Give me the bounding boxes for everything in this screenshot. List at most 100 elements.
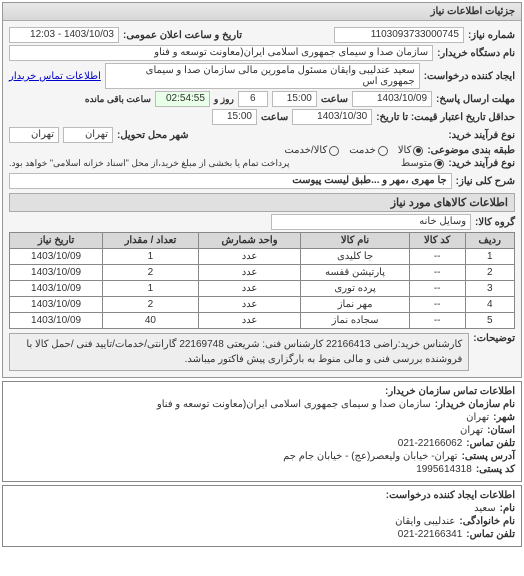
time-label2: ساعت (261, 112, 288, 123)
deadline-label: مهلت ارسال پاسخ: (436, 94, 515, 105)
radio-both[interactable]: کالا/خدمت (284, 145, 339, 156)
city-value: تهران (466, 412, 489, 423)
announce-date: 1403/10/03 - 12:03 (9, 27, 119, 43)
phone-value: 021-22166062 (398, 438, 463, 449)
buyer-name: سازمان صدا و سیمای جمهوری اسلامی ایران(م… (9, 45, 433, 61)
post-value: 1995614318 (416, 464, 472, 475)
table-row: 4--مهر نمازعدد21403/10/09 (10, 297, 515, 313)
payment-note: پرداخت تمام یا بخشی از مبلغ خرید،از محل … (9, 158, 289, 169)
table-cell: 2 (103, 297, 199, 313)
table-cell: عدد (198, 265, 301, 281)
goods-group-label: گروه کالا: (475, 217, 515, 228)
time-label: ساعت (321, 94, 348, 105)
deadline-date: 1403/10/09 (352, 91, 432, 107)
req-family: عندلیبی وایقان (395, 516, 455, 527)
table-cell: -- (409, 265, 465, 281)
radio-khadamat-label: خدمت (349, 145, 376, 156)
table-cell: -- (409, 249, 465, 265)
table-cell: -- (409, 297, 465, 313)
req-name-label: نام: (500, 503, 515, 514)
table-cell: 1 (103, 281, 199, 297)
table-cell: 2 (103, 265, 199, 281)
radio-dot-icon (413, 146, 423, 156)
delivery-city-label: شهر محل تحویل: (117, 130, 189, 141)
table-col: کد کالا (409, 233, 465, 249)
table-cell: جا کلیدی (301, 249, 410, 265)
table-col: واحد شمارش (198, 233, 301, 249)
province-label: استان: (487, 425, 515, 436)
table-cell: 4 (465, 297, 515, 313)
table-cell: -- (409, 313, 465, 329)
deadline-time: 15:00 (272, 91, 317, 107)
goods-group: وسایل خانه (271, 214, 471, 230)
table-cell: عدد (198, 281, 301, 297)
requester-header: اطلاعات ایجاد کننده درخواست: (9, 490, 515, 501)
table-cell: 2 (465, 265, 515, 281)
radio-kala-label: کالا (398, 145, 412, 156)
radio-dot-icon (329, 146, 339, 156)
details-panel: جزئیات اطلاعات نیاز شماره نیاز: 11030937… (2, 2, 522, 378)
buyer-label: نام دستگاه خریدار: (437, 48, 515, 59)
delivery-city: تهران (63, 127, 113, 143)
table-row: 1--جا کلیدیعدد11403/10/09 (10, 249, 515, 265)
post-label: کد پستی: (476, 464, 515, 475)
radio-both-label: کالا/خدمت (284, 145, 327, 156)
remain-days: 6 (238, 91, 268, 107)
buyer-contact-link[interactable]: اطلاعات تماس خریدار (9, 71, 101, 82)
table-row: 5--سجاده نمازعدد401403/10/09 (10, 313, 515, 329)
phone-label: تلفن تماس: (466, 438, 515, 449)
buy-type-label: نوع فرآیند خرید: (448, 130, 515, 141)
req-no-label: شماره نیاز: (468, 30, 515, 41)
table-cell: 5 (465, 313, 515, 329)
table-col: تعداد / مقدار (103, 233, 199, 249)
table-cell: 1403/10/09 (10, 265, 103, 281)
table-cell: 40 (103, 313, 199, 329)
table-cell: عدد (198, 297, 301, 313)
radio-khadamat[interactable]: خدمت (349, 145, 388, 156)
table-col: تاریخ نیاز (10, 233, 103, 249)
table-cell: -- (409, 281, 465, 297)
table-cell: 1403/10/09 (10, 281, 103, 297)
table-cell: پرده توری (301, 281, 410, 297)
radio-kala[interactable]: کالا (398, 145, 424, 156)
need-title: جا مهری ،مهر و ...طبق لیست پیوست (9, 173, 452, 189)
req-phone-label: تلفن تماس: (466, 529, 515, 540)
table-cell: 1 (103, 249, 199, 265)
goods-table: ردیفکد کالانام کالاواحد شمارشتعداد / مقد… (9, 232, 515, 329)
category-label: طبقه بندی موضوعی: (427, 145, 515, 156)
table-cell: عدد (198, 313, 301, 329)
radio-metosta[interactable]: متوسط (401, 158, 444, 169)
table-cell: 1403/10/09 (10, 249, 103, 265)
price-valid-label: حداقل تاریخ اعتبار قیمت: تا تاریخ: (376, 112, 515, 123)
creator-label: ایجاد کننده درخواست: (424, 71, 515, 82)
table-row: 3--پرده توریعدد11403/10/09 (10, 281, 515, 297)
org-label: نام سازمان خریدار: (435, 399, 515, 410)
req-name: سعید (474, 503, 495, 514)
addr-label: آدرس پستی: (462, 451, 515, 462)
remain-days-label: روز و (214, 94, 234, 105)
table-col: ردیف (465, 233, 515, 249)
price-valid-date: 1403/10/30 (292, 109, 372, 125)
panel-body: شماره نیاز: 1103093733000745 تاریخ و ساع… (3, 21, 521, 377)
announce-label: تاریخ و ساعت اعلان عمومی: (123, 30, 242, 41)
buyer-contact-header: اطلاعات تماس سازمان خریدار: (9, 386, 515, 397)
desc-text: کارشناس خرید:راضی 22166413 کارشناس فنی: … (9, 333, 469, 371)
city-label: شهر: (493, 412, 515, 423)
table-col: نام کالا (301, 233, 410, 249)
remain-suffix: ساعت باقی مانده (85, 94, 151, 105)
table-cell: عدد (198, 249, 301, 265)
category-radio-group: کالا خدمت کالا/خدمت (284, 145, 423, 156)
table-cell: 3 (465, 281, 515, 297)
req-family-label: نام خانوادگی: (459, 516, 515, 527)
goods-section-title: اطلاعات کالاهای مورد نیاز (9, 193, 515, 212)
table-cell: پارتیشن قفسه (301, 265, 410, 281)
requester-contact-block: اطلاعات ایجاد کننده درخواست: نام: سعید نا… (2, 485, 522, 547)
addr-value: تهران- خیابان ولیعصر(عج) - خیابان جام جم (283, 451, 457, 462)
buyer-contact-block: اطلاعات تماس سازمان خریدار: نام سازمان خ… (2, 381, 522, 482)
req-phone: 021-22166341 (398, 529, 463, 540)
table-cell: 1 (465, 249, 515, 265)
price-valid-time: 15:00 (212, 109, 257, 125)
remain-time: 02:54:55 (155, 91, 210, 107)
need-title-label: شرح کلی نیاز: (456, 176, 515, 187)
table-cell: 1403/10/09 (10, 297, 103, 313)
